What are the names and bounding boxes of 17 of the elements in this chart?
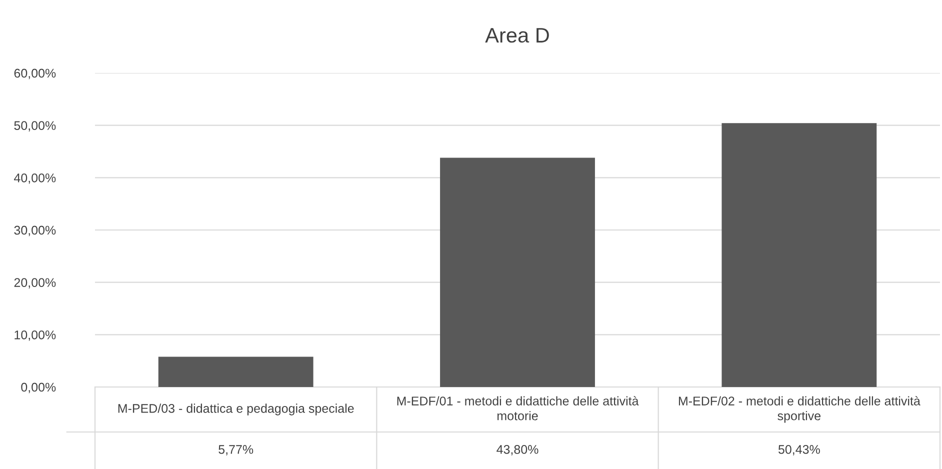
y-tick-label: 30,00% bbox=[14, 226, 56, 236]
y-tick-label: 20,00% bbox=[14, 278, 56, 288]
data-label: 43,80% bbox=[496, 445, 538, 456]
y-tick-label: 50,00% bbox=[14, 121, 56, 132]
bar bbox=[158, 356, 314, 387]
x-tick-label: M-PED/03 - didattica e pedagogia speciale bbox=[118, 404, 354, 416]
data-label: 50,43% bbox=[778, 445, 820, 456]
chart-title: Area D bbox=[485, 28, 549, 43]
x-tick-label: M-EDF/02 - metodi e didattiche delle attività sportive bbox=[678, 396, 920, 423]
y-tick-label: 10,00% bbox=[14, 330, 56, 341]
bar bbox=[440, 158, 595, 387]
y-tick-label: 60,00% bbox=[14, 68, 56, 80]
y-tick-label: 40,00% bbox=[14, 173, 56, 184]
data-label: 5,77% bbox=[218, 445, 254, 456]
y-tick-label: 0,00% bbox=[21, 382, 56, 394]
bar bbox=[722, 123, 877, 387]
x-tick-label: M-EDF/01 - metodi e didattiche delle attività motorie bbox=[397, 396, 639, 420]
